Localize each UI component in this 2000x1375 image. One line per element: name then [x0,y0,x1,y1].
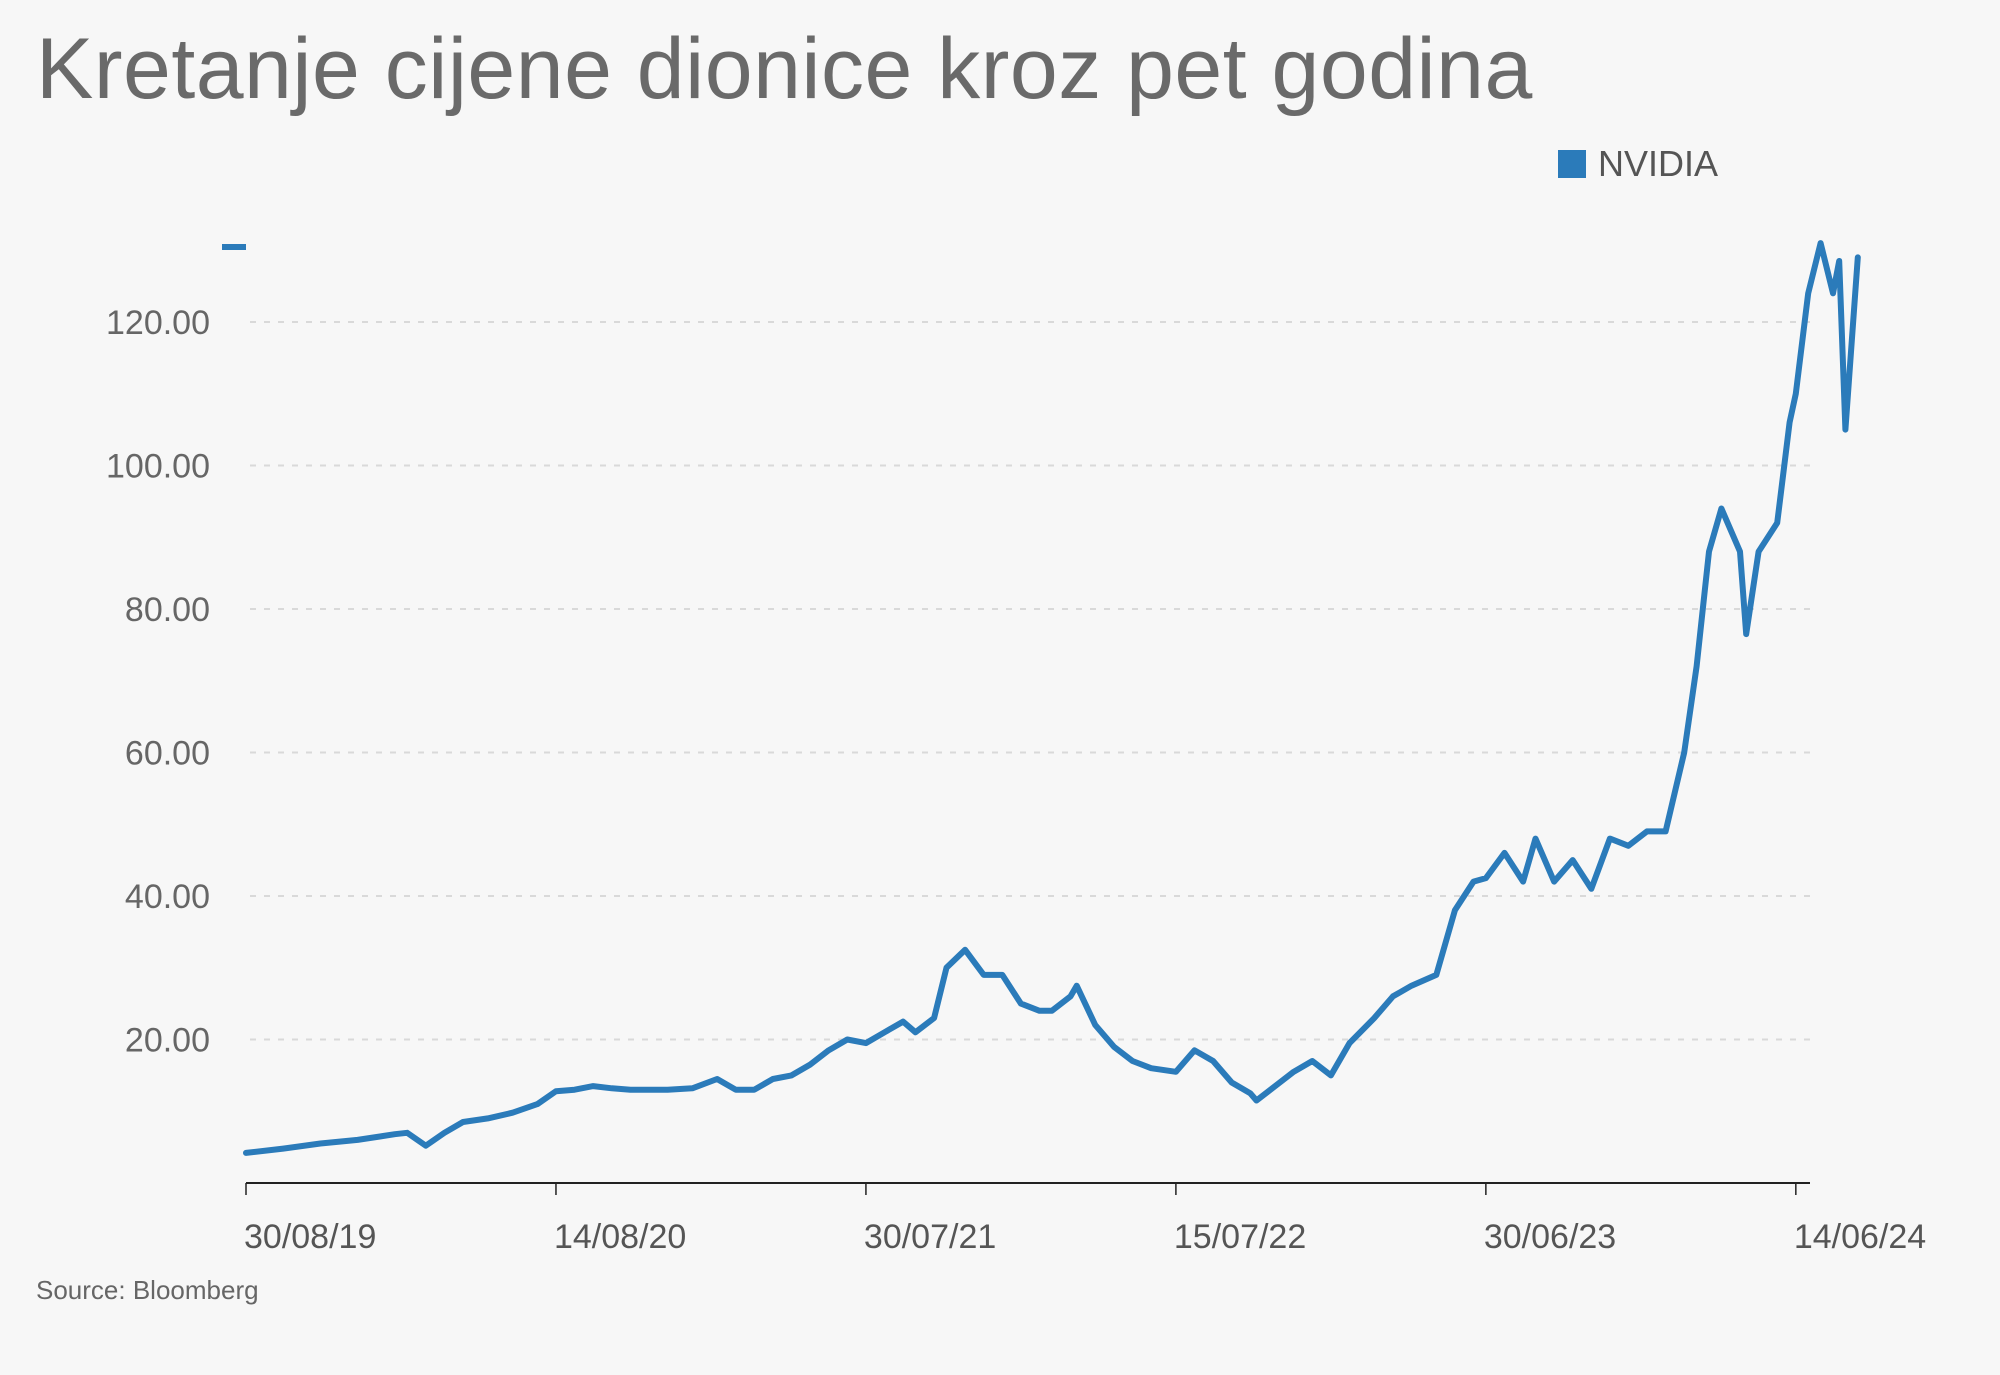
y-tick-label: 60.00 [125,734,210,772]
x-tick-label: 14/06/24 [1794,1218,1926,1256]
y-tick-label: 80.00 [125,591,210,629]
legend: NVIDIA [1558,143,1718,185]
x-tick-label: 30/06/23 [1484,1218,1616,1256]
y-tick-label: 40.00 [125,878,210,916]
series-line-nvidia [243,240,1861,1156]
legend-label-nvidia: NVIDIA [1598,143,1719,184]
chart-title: Kretanje cijene dionice kroz pet godina [36,21,1533,117]
grid-layer [250,320,1812,1041]
x-axis-ticks: 30/08/19 14/08/20 30/07/21 15/07/22 30/06/23… [244,1183,1926,1256]
y-axis-ticks: 20.00 40.00 60.00 80.00 100.00 120.00 [106,304,210,1060]
source-note: Source: Bloomberg [36,1275,259,1305]
legend-swatch [1558,150,1586,178]
x-tick-label: 30/07/21 [864,1218,996,1256]
y-tick-label: 120.00 [106,304,210,342]
y-tick-label: 100.00 [106,447,210,485]
y-tick-label: 20.00 [125,1021,210,1059]
x-tick-label: 14/08/20 [554,1218,686,1256]
x-tick-label: 30/08/19 [244,1218,376,1256]
x-tick-label: 15/07/22 [1174,1218,1306,1256]
